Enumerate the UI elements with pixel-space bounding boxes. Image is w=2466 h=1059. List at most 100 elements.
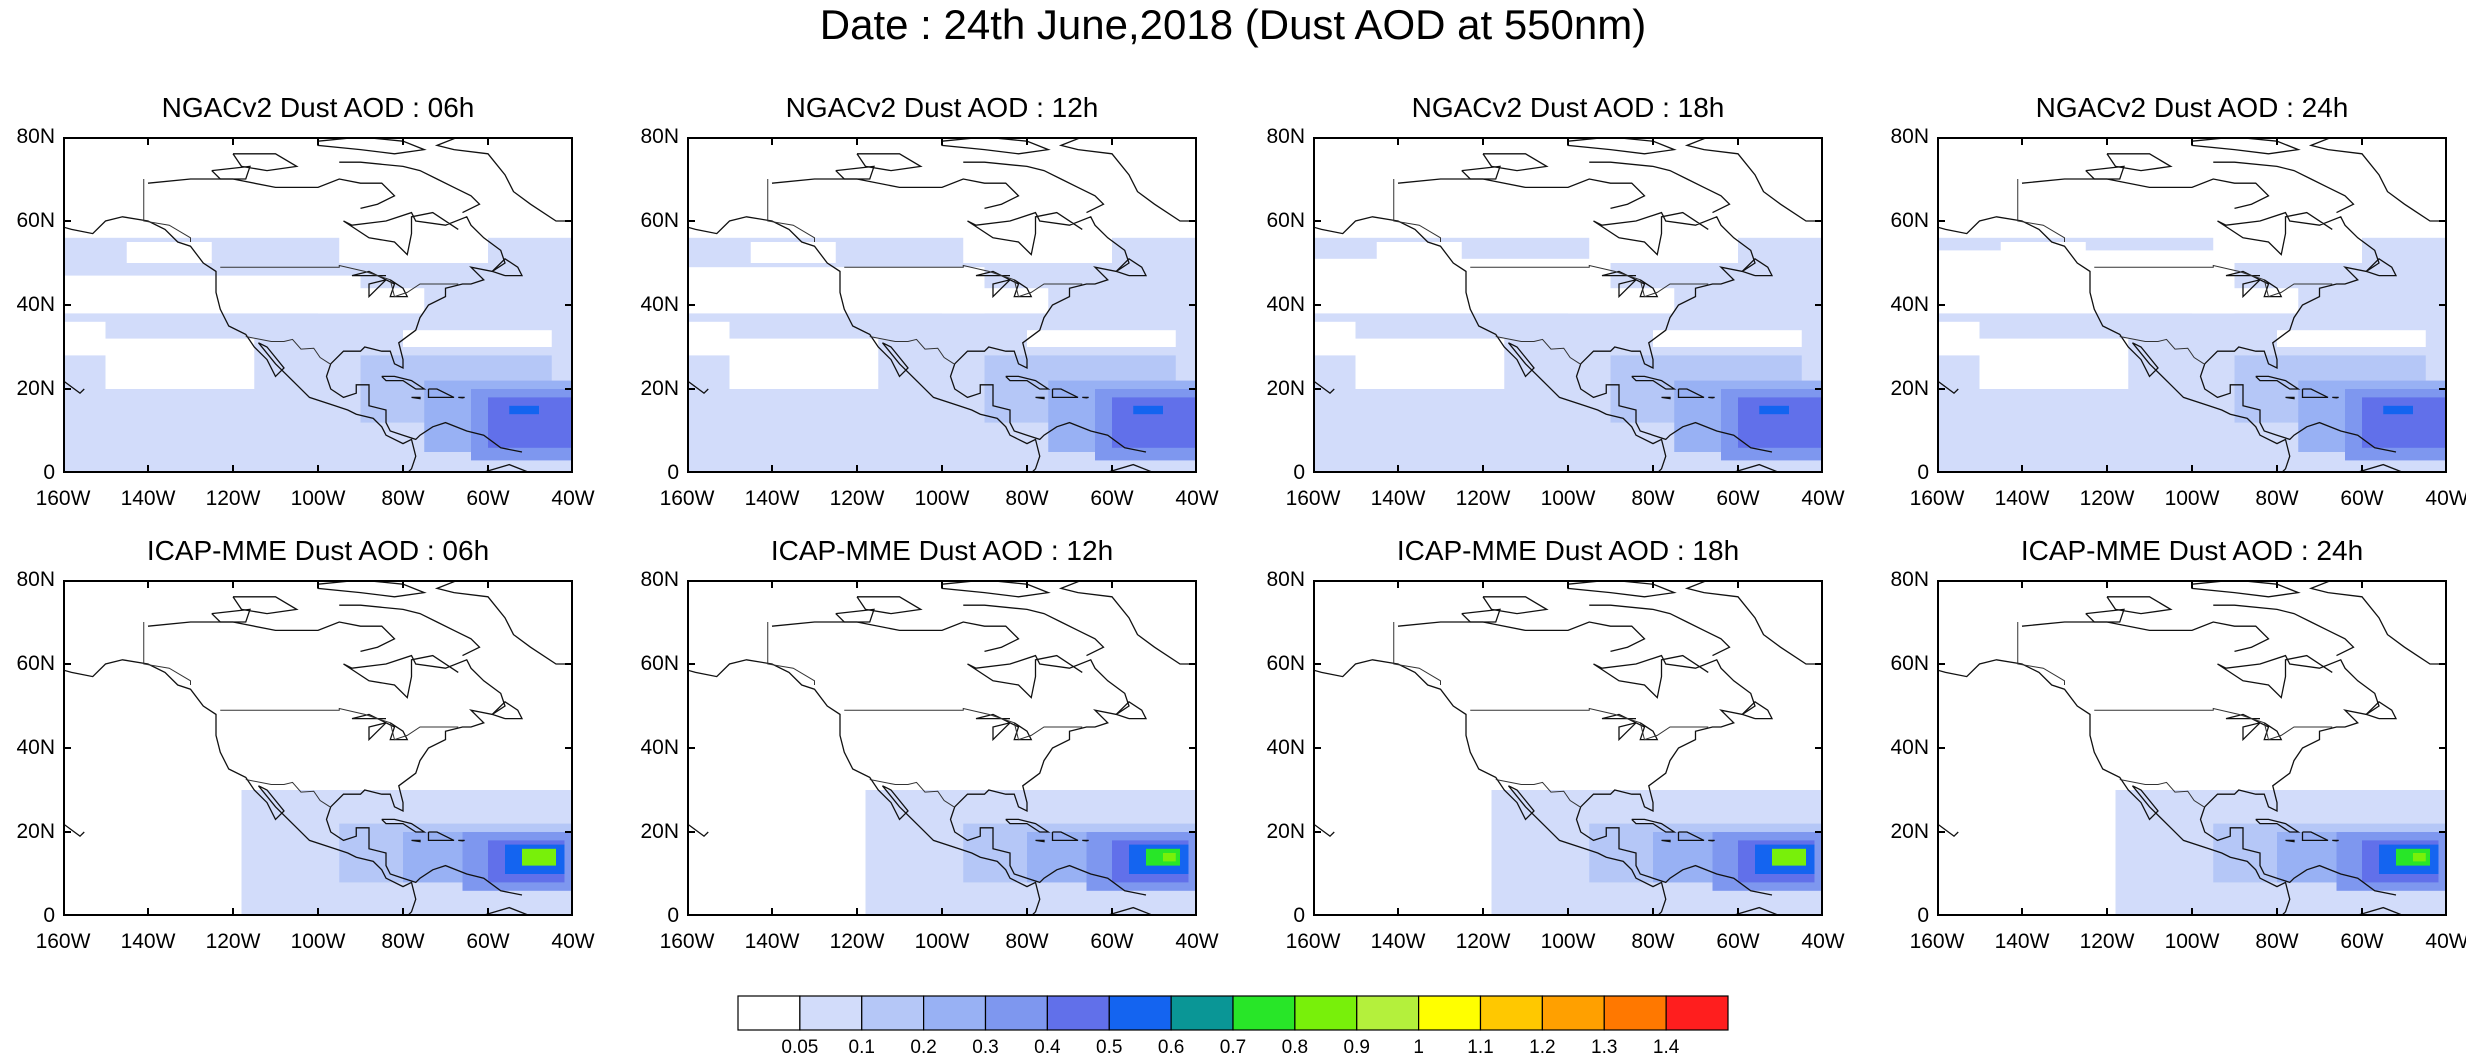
lat-tick-label: 40N: [640, 293, 679, 317]
lat-tick-label: 40N: [16, 736, 55, 760]
aod-field-cell: [2413, 853, 2426, 861]
lon-tick-label: 80W: [1005, 487, 1048, 511]
aod-field-cell: [1759, 406, 1789, 414]
lon-tick-label: 80W: [2255, 487, 2298, 511]
lon-tick-label: 160W: [1910, 487, 1965, 511]
border-line: [220, 709, 458, 740]
lon-tick-label: 120W: [2080, 487, 2135, 511]
lat-tick-label: 20N: [16, 820, 55, 844]
lon-tick-label: 40W: [1801, 930, 1844, 954]
lon-tick-label: 60W: [1716, 487, 1759, 511]
coastline: [212, 609, 250, 622]
border-line: [2018, 179, 2065, 242]
dust-aod-map: [1937, 580, 2447, 916]
coastline: [2192, 580, 2298, 597]
lon-tick-label: 60W: [1090, 487, 1133, 511]
border-line: [768, 622, 815, 685]
coastline: [1589, 605, 1729, 655]
dust-aod-map: [1313, 580, 1823, 916]
coastline: [2086, 166, 2124, 179]
lat-tick-label: 0: [1293, 461, 1305, 485]
lat-tick-label: 20N: [640, 377, 679, 401]
lon-tick-label: 40W: [1175, 487, 1218, 511]
lon-tick-label: 140W: [121, 930, 176, 954]
lon-tick-label: 60W: [466, 487, 509, 511]
aod-field-cell: [1377, 242, 1462, 263]
lon-tick-label: 60W: [1090, 930, 1133, 954]
lat-tick-label: 80N: [1890, 568, 1929, 592]
lat-tick-label: 20N: [16, 377, 55, 401]
coastline: [2213, 605, 2353, 655]
border-line: [768, 179, 815, 242]
coastline: [1483, 154, 1547, 171]
lon-tick-label: 160W: [1286, 930, 1341, 954]
aod-field-cell: [1133, 406, 1163, 414]
aod-field-cell: [1980, 339, 2129, 389]
lat-tick-label: 40N: [1890, 736, 1929, 760]
aod-field-cell: [106, 339, 255, 389]
panel-title: NGACv2 Dust AOD : 18h: [1268, 92, 1868, 124]
lon-tick-label: 80W: [2255, 930, 2298, 954]
lat-tick-label: 60N: [640, 652, 679, 676]
aod-field-cell: [63, 322, 106, 356]
coastline: [836, 166, 874, 179]
coastline: [2226, 714, 2281, 739]
coastline: [2366, 702, 2396, 719]
aod-field-cell: [1653, 330, 1802, 347]
panel-title: ICAP-MME Dust AOD : 12h: [642, 535, 1242, 567]
lat-tick-label: 80N: [16, 568, 55, 592]
lon-tick-label: 60W: [1716, 930, 1759, 954]
lon-tick-label: 80W: [381, 930, 424, 954]
lat-tick-label: 60N: [1890, 652, 1929, 676]
lon-tick-label: 60W: [466, 930, 509, 954]
border-line: [1394, 622, 1441, 685]
lon-tick-label: 40W: [2425, 930, 2466, 954]
coastline: [836, 609, 874, 622]
aod-field-cell: [509, 406, 539, 414]
lat-tick-label: 20N: [1266, 377, 1305, 401]
aod-field-cell: [539, 853, 552, 861]
lat-tick-label: 80N: [640, 125, 679, 149]
lat-tick-label: 60N: [1890, 209, 1929, 233]
lon-tick-label: 100W: [2165, 930, 2220, 954]
aod-field-cell: [339, 196, 488, 263]
coastline: [1937, 824, 1958, 837]
lon-tick-label: 40W: [551, 487, 594, 511]
coastline: [942, 580, 1048, 597]
aod-field-cell: [2383, 406, 2413, 414]
coastline: [687, 824, 708, 837]
border-line: [1470, 709, 1708, 740]
lat-tick-label: 0: [1917, 904, 1929, 928]
panel-title: NGACv2 Dust AOD : 12h: [642, 92, 1242, 124]
coastline: [233, 154, 297, 171]
panel-title: ICAP-MME Dust AOD : 06h: [18, 535, 618, 567]
lat-tick-label: 0: [667, 904, 679, 928]
aod-field-cell: [1112, 397, 1197, 447]
lat-tick-label: 0: [1917, 461, 1929, 485]
coastline: [1602, 714, 1657, 739]
lon-tick-label: 140W: [1995, 930, 2050, 954]
lon-tick-label: 100W: [1541, 930, 1596, 954]
coastline: [942, 137, 1048, 154]
coastline: [1568, 580, 1674, 597]
lon-tick-label: 100W: [291, 487, 346, 511]
lat-tick-label: 60N: [640, 209, 679, 233]
lat-tick-label: 0: [43, 461, 55, 485]
coastline: [1568, 137, 1674, 154]
aod-field-cell: [63, 276, 361, 314]
lon-tick-label: 120W: [1456, 930, 1511, 954]
lat-tick-label: 80N: [1266, 125, 1305, 149]
lon-tick-label: 40W: [1175, 930, 1218, 954]
coastline: [2022, 622, 2269, 651]
lat-tick-label: 40N: [16, 293, 55, 317]
lat-tick-label: 80N: [1890, 125, 1929, 149]
lat-tick-label: 80N: [16, 125, 55, 149]
dust-aod-map: [63, 580, 573, 916]
coastline: [63, 824, 84, 837]
lon-tick-label: 120W: [206, 930, 261, 954]
coastline: [233, 597, 297, 614]
lat-tick-label: 0: [1293, 904, 1305, 928]
coastline: [2107, 154, 2171, 171]
aod-field-cell: [488, 397, 573, 447]
aod-field-cell: [1589, 196, 1738, 263]
